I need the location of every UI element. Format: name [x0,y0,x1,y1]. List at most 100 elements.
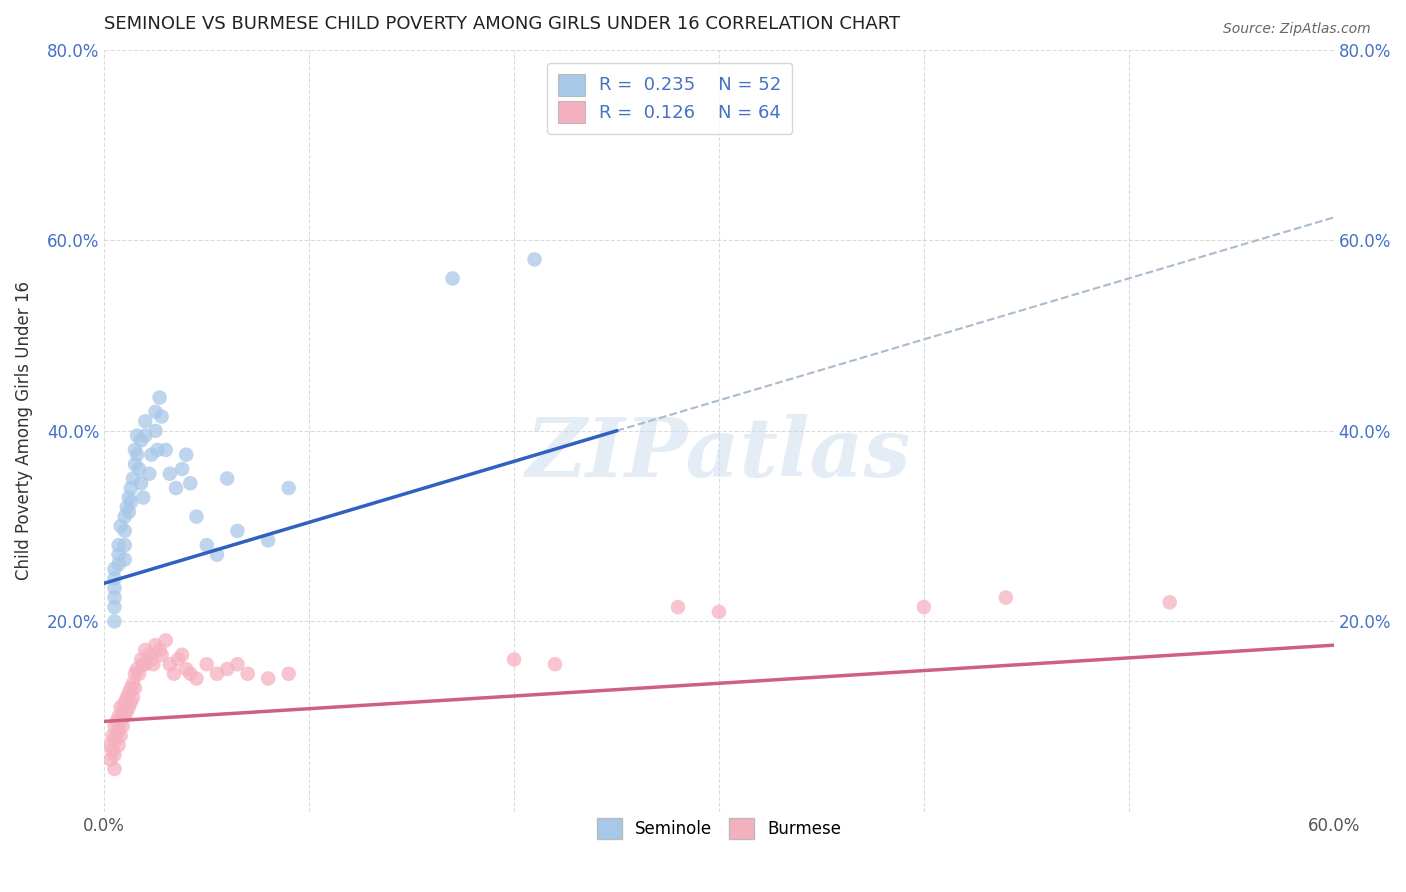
Point [186,509,208,524]
Point [122,690,145,705]
Point [107,709,129,723]
Point [122,471,145,485]
Point [107,558,129,572]
Point [145,638,167,652]
Point [118,505,141,519]
Point [145,424,167,438]
Point [179,666,201,681]
Point [994,591,1017,605]
Point [134,657,156,672]
Point [120,681,142,695]
Point [150,409,173,424]
Point [101,729,124,743]
Point [148,391,170,405]
Point [174,662,197,676]
Point [217,471,239,485]
Point [107,723,129,738]
Point [159,467,181,481]
Point [277,481,299,495]
Point [100,738,122,752]
Point [110,519,132,533]
Point [195,657,218,672]
Point [912,600,935,615]
Point [217,662,239,676]
Point [195,538,218,552]
Point [277,666,299,681]
Point [1159,595,1181,609]
Point [707,605,730,619]
Point [110,729,132,743]
Point [110,714,132,729]
Point [103,600,125,615]
Point [114,538,136,552]
Point [257,672,280,686]
Point [134,428,156,442]
Legend: Seminole, Burmese: Seminole, Burmese [591,812,848,846]
Point [503,652,526,666]
Point [103,733,125,747]
Point [120,495,142,509]
Point [114,552,136,566]
Point [226,524,249,538]
Point [118,491,141,505]
Point [115,500,138,514]
Point [125,428,148,442]
Point [666,600,689,615]
Point [105,729,128,743]
Point [167,652,190,666]
Point [124,666,146,681]
Point [138,467,160,481]
Point [165,481,187,495]
Point [134,414,156,428]
Point [125,448,148,462]
Point [148,643,170,657]
Point [103,562,125,576]
Text: Source: ZipAtlas.com: Source: ZipAtlas.com [1223,22,1371,37]
Point [236,666,259,681]
Y-axis label: Child Poverty Among Girls Under 16: Child Poverty Among Girls Under 16 [15,281,32,581]
Point [114,509,136,524]
Point [110,700,132,714]
Point [179,476,201,491]
Point [114,524,136,538]
Point [107,548,129,562]
Text: SEMINOLE VS BURMESE CHILD POVERTY AMONG GIRLS UNDER 16 CORRELATION CHART: SEMINOLE VS BURMESE CHILD POVERTY AMONG … [104,15,900,33]
Point [146,442,169,457]
Point [129,434,152,448]
Point [103,591,125,605]
Point [163,666,186,681]
Point [145,405,167,419]
Point [257,533,280,548]
Point [132,657,155,672]
Point [441,271,464,285]
Point [125,662,148,676]
Point [111,719,134,733]
Point [132,491,155,505]
Point [138,648,160,662]
Point [205,666,228,681]
Text: ZIPatlas: ZIPatlas [526,414,911,493]
Point [128,666,150,681]
Point [124,457,146,471]
Point [101,743,124,757]
Point [122,676,145,690]
Point [118,700,141,714]
Point [124,681,146,695]
Point [103,747,125,762]
Point [118,686,141,700]
Point [114,709,136,723]
Point [103,719,125,733]
Point [205,548,228,562]
Point [100,752,122,766]
Point [105,714,128,729]
Point [129,652,152,666]
Point [103,762,125,776]
Point [115,690,138,705]
Point [128,462,150,476]
Point [103,581,125,595]
Point [129,476,152,491]
Point [107,538,129,552]
Point [141,448,163,462]
Point [111,705,134,719]
Point [155,442,177,457]
